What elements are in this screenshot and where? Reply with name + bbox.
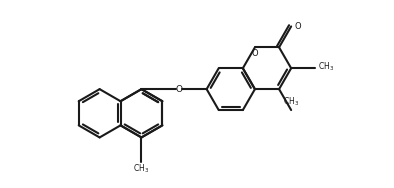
Text: O: O xyxy=(252,49,258,58)
Text: O: O xyxy=(294,22,301,31)
Text: CH$_3$: CH$_3$ xyxy=(133,163,149,175)
Text: CH$_3$: CH$_3$ xyxy=(283,96,299,108)
Text: O: O xyxy=(175,85,182,94)
Text: CH$_3$: CH$_3$ xyxy=(318,61,334,73)
